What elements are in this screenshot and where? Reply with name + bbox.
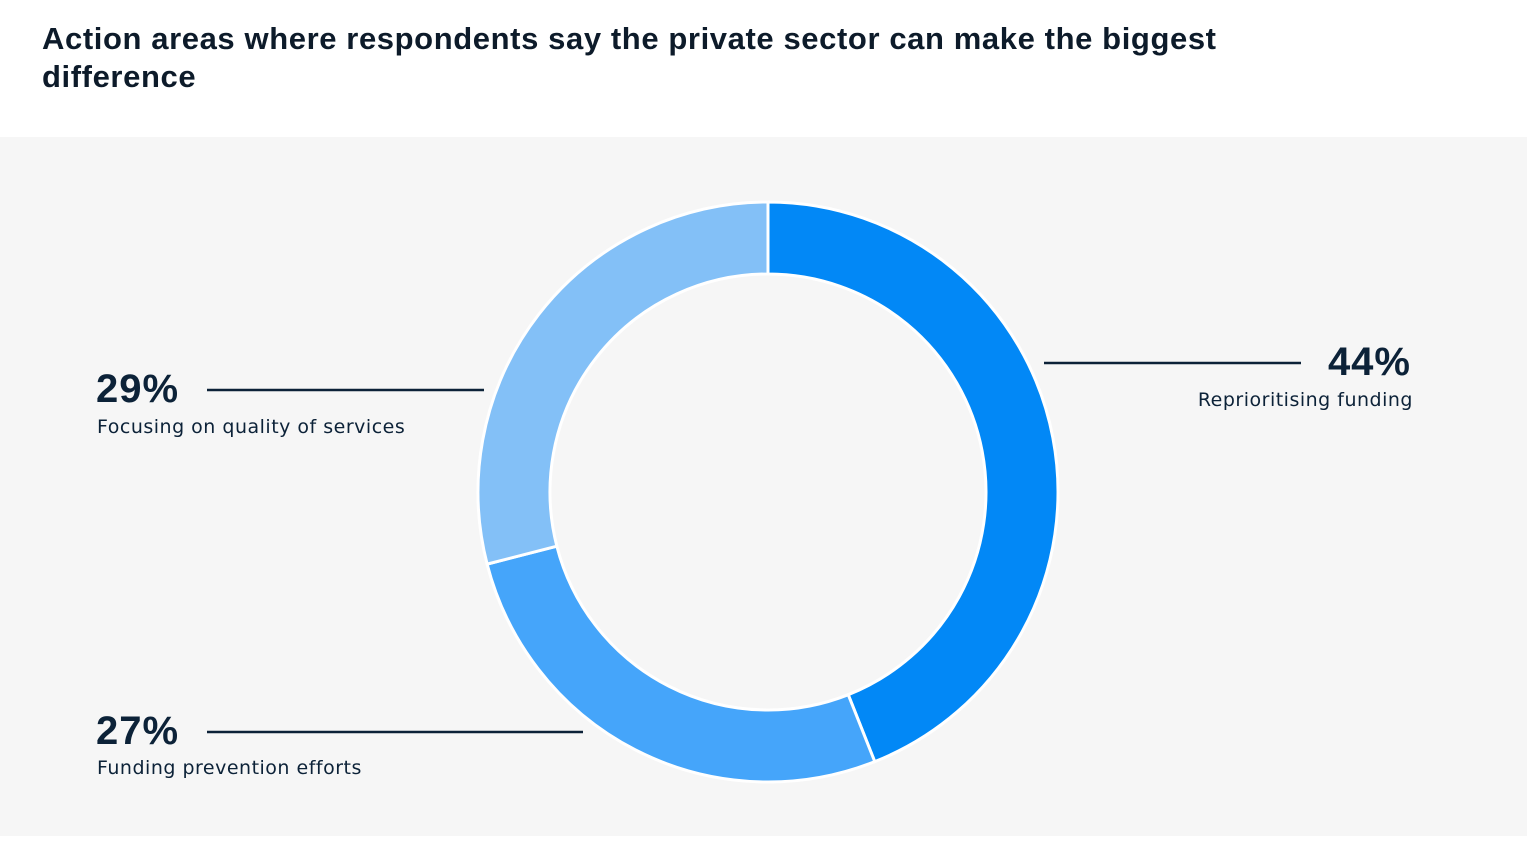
leader-lines xyxy=(207,361,1301,734)
chart-title: Action areas where respondents say the p… xyxy=(42,21,1217,94)
category-label-reprioritising-funding: Reprioritising funding xyxy=(1197,389,1413,411)
value-label-focusing-on-quality: 29% xyxy=(96,367,180,411)
donut-slices xyxy=(476,200,1060,784)
value-label-funding-prevention: 27% xyxy=(96,709,180,753)
slice-reprioritising-funding xyxy=(766,200,1060,764)
category-label-funding-prevention: Funding prevention efforts xyxy=(97,757,362,779)
slice-funding-prevention xyxy=(485,544,877,784)
value-label-reprioritising-funding: 44% xyxy=(1327,340,1411,384)
slice-focusing-on-quality xyxy=(476,200,770,566)
category-label-focusing-on-quality: Focusing on quality of services xyxy=(97,416,406,438)
